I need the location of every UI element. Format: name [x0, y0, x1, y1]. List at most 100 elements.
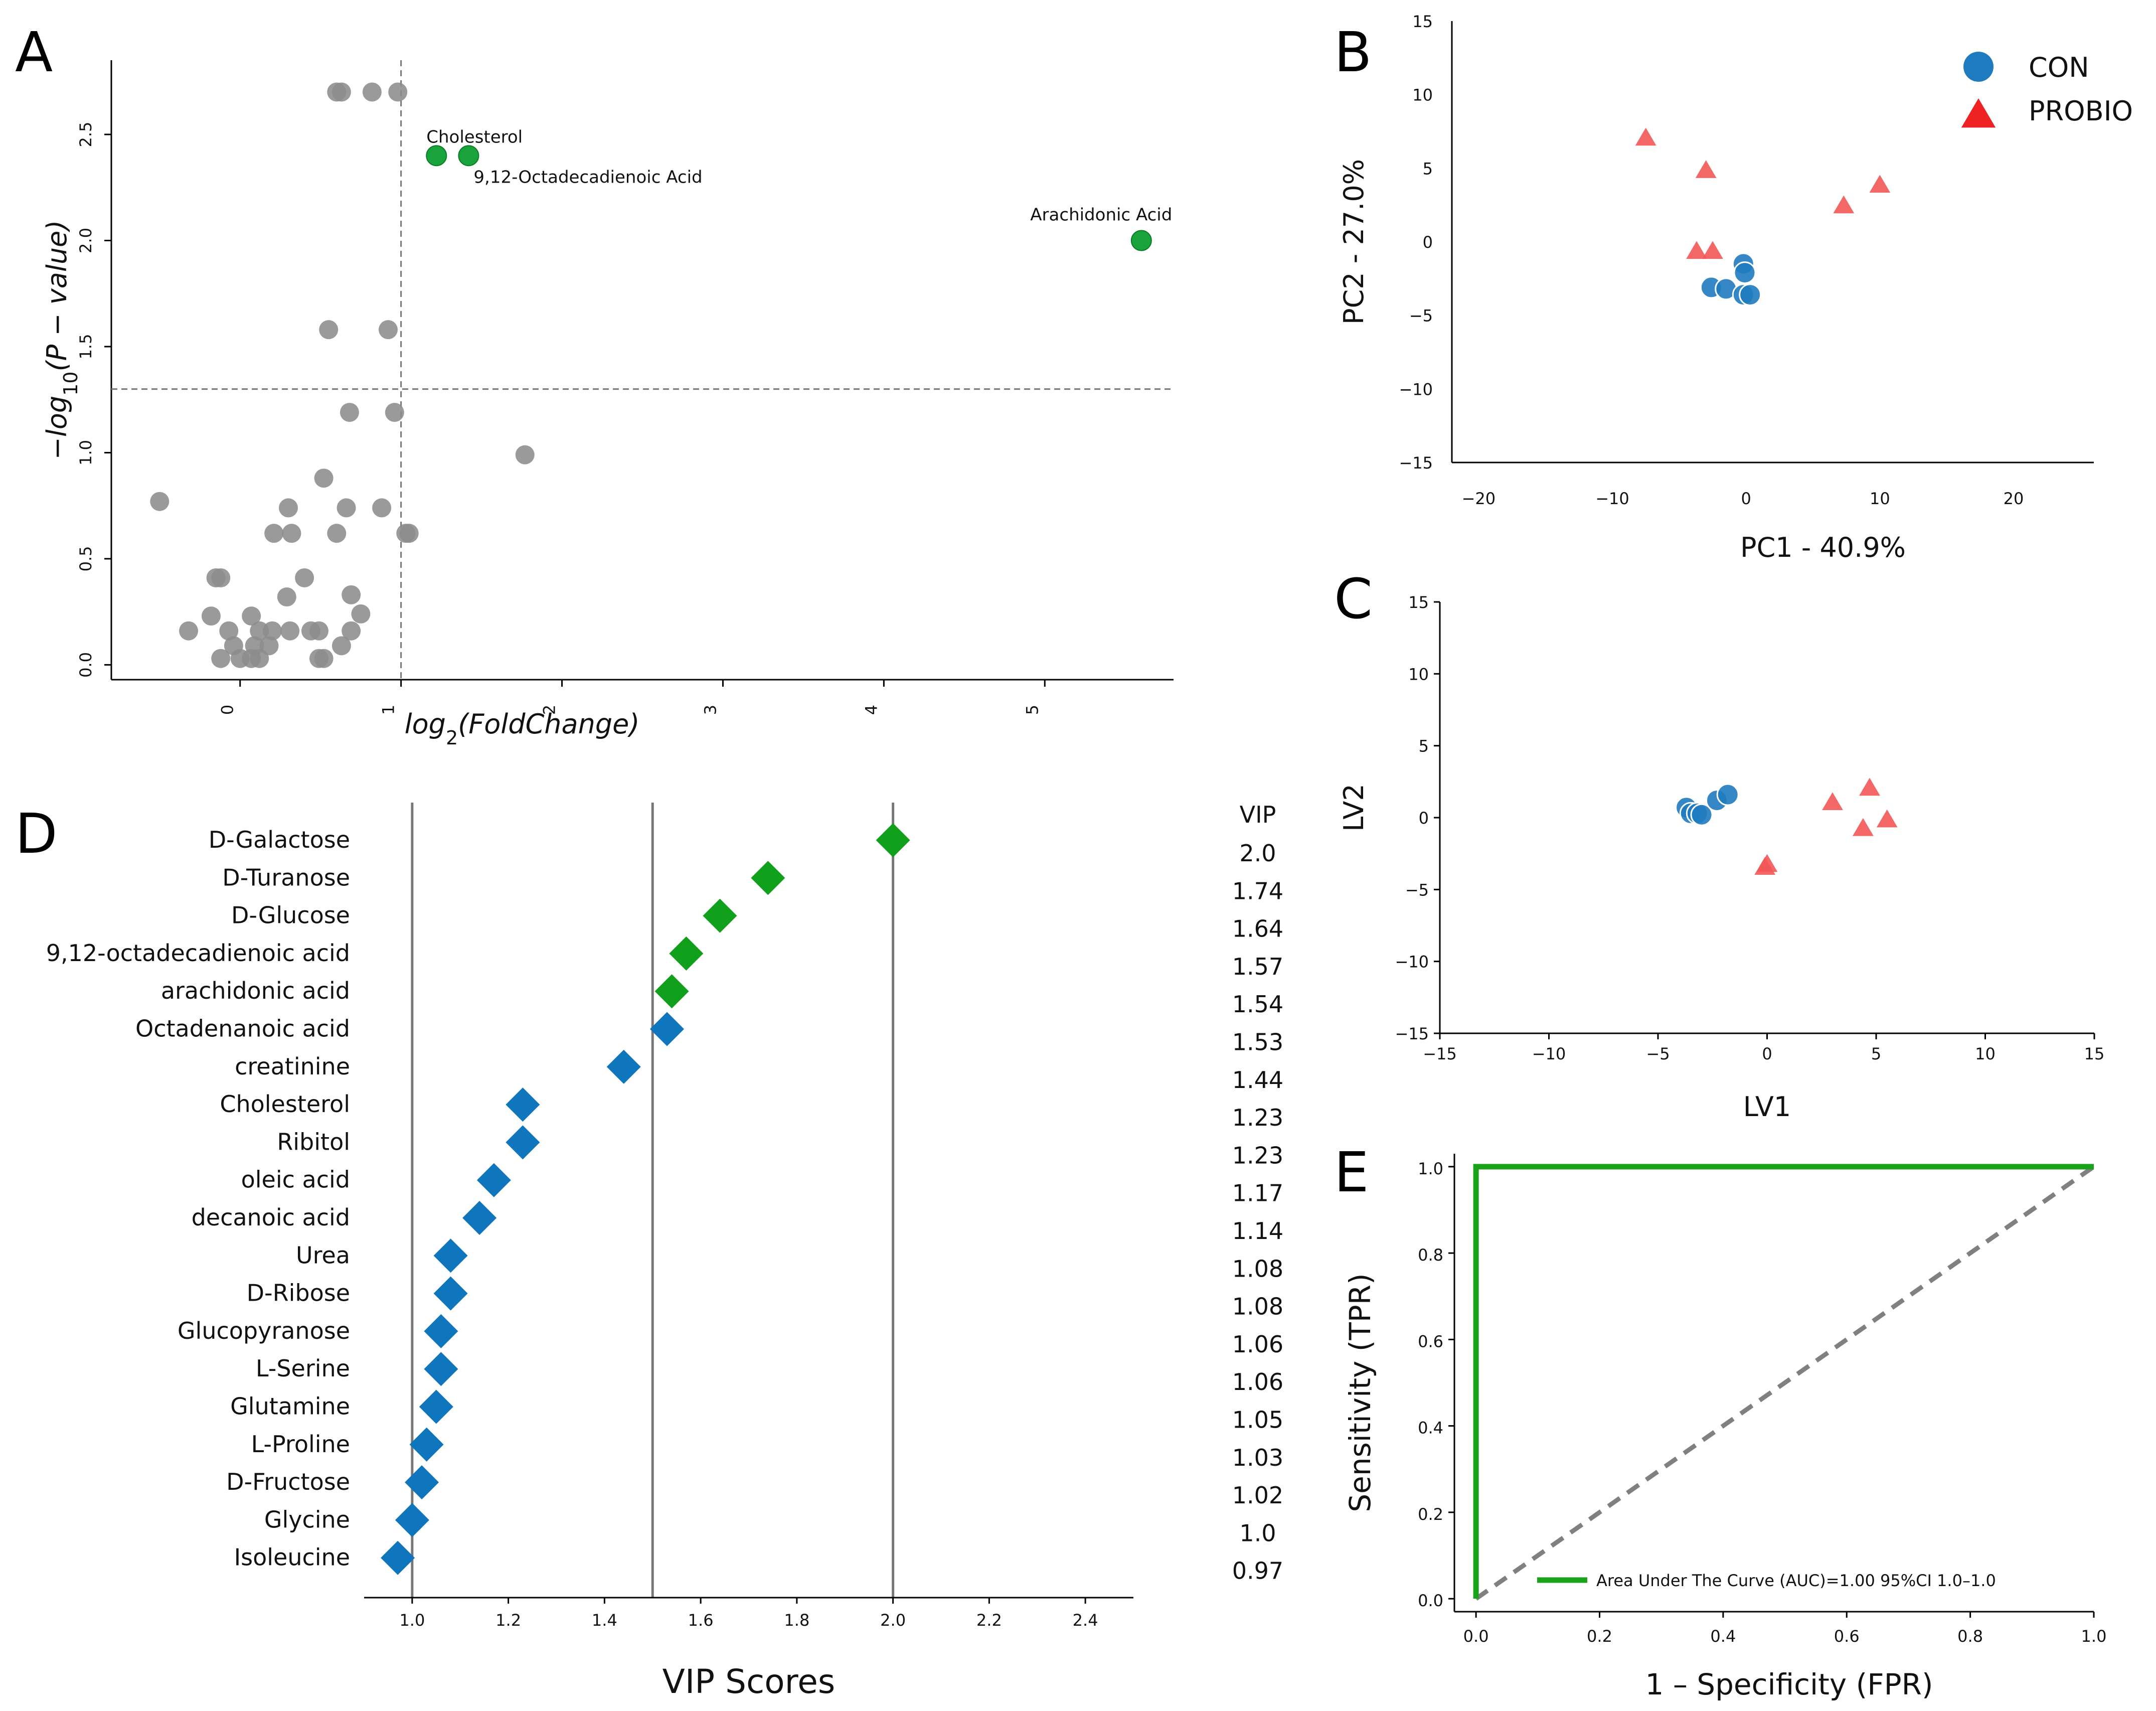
- vip-value-label: 1.57: [1232, 953, 1283, 980]
- metabolite-label: D-Fructose: [226, 1468, 350, 1495]
- probio-point: [1833, 195, 1855, 214]
- y-tick-label: 0.4: [1418, 1419, 1443, 1438]
- metabolite-label: Glutamine: [230, 1393, 350, 1420]
- x-tick-label: −20: [1462, 489, 1496, 508]
- x-tick-label: 2.4: [1073, 1611, 1098, 1630]
- vip-marker: [405, 1465, 439, 1500]
- probio-point: [1635, 127, 1656, 146]
- con-point: [1690, 803, 1713, 826]
- point-annotation: 9,12-Octadecadienoic Acid: [473, 167, 702, 187]
- vip-value-label: 0.97: [1232, 1558, 1283, 1585]
- vip-marker: [424, 1352, 458, 1386]
- x-tick-label: 2.2: [976, 1611, 1002, 1630]
- vip-value-label: 1.08: [1232, 1293, 1283, 1320]
- x-axis-label: VIP Scores: [662, 1662, 836, 1701]
- x-tick-label: 0: [1741, 489, 1751, 508]
- y-tick-label: −5: [1405, 880, 1429, 899]
- y-tick-label: 5: [1419, 737, 1429, 756]
- x-tick-label: −15: [1423, 1044, 1457, 1063]
- volcano-plot: 0 1 2 3 4 5 0.0 0.5 1.0 1.5 2.0 2.5 Cholesterol 9,12-…: [41, 60, 1174, 749]
- data-point: [314, 649, 334, 668]
- y-tick-label: −15: [1395, 1024, 1429, 1043]
- vip-score-plot: 1.0 1.2 1.4 1.6 1.8 2.0 2.2 2.4 D-Galactose 2.0 D-…: [46, 801, 1283, 1701]
- y-tick-label: 0: [1419, 809, 1429, 828]
- probio-point: [1869, 175, 1891, 193]
- significant-point: [426, 145, 447, 167]
- metabolite-label: L-Serine: [256, 1355, 350, 1382]
- metabolite-label: Glucopyranose: [178, 1317, 350, 1344]
- vip-column-header: VIP: [1240, 801, 1276, 828]
- y-tick-label: −10: [1395, 953, 1429, 972]
- data-point: [219, 621, 239, 641]
- probio-point: [1756, 854, 1778, 872]
- significant-point: [1130, 230, 1152, 251]
- data-point: [314, 469, 334, 488]
- data-point: [242, 606, 261, 626]
- data-point: [250, 649, 269, 668]
- point-annotation: Cholesterol: [426, 127, 523, 147]
- pca-plot: −20 −10 0 10 20 −15 −10 −5 0 5 10 15 PC1 - 40.9% PC2 …: [1338, 12, 2133, 563]
- data-point: [277, 587, 296, 607]
- y-tick-label: 1.5: [76, 334, 95, 360]
- metabolite-label: arachidonic acid: [161, 977, 350, 1004]
- vip-marker: [654, 974, 689, 1009]
- data-point: [279, 498, 298, 518]
- y-tick-label: 10: [1408, 665, 1429, 684]
- y-tick-label: −5: [1409, 306, 1433, 326]
- panel-letter-e: E: [1334, 1140, 1369, 1204]
- data-point: [327, 524, 347, 543]
- x-tick-label: 1.0: [399, 1611, 425, 1630]
- probio-point: [1853, 818, 1874, 836]
- data-point: [385, 403, 404, 422]
- data-point: [342, 621, 361, 641]
- x-tick-label: 0: [1762, 1044, 1772, 1063]
- vip-marker: [419, 1389, 453, 1424]
- x-tick-label: 3: [701, 705, 720, 715]
- vip-marker: [424, 1314, 458, 1348]
- x-tick-label: 0.4: [1710, 1627, 1736, 1646]
- metabolite-label: Octadenanoic acid: [135, 1015, 350, 1042]
- data-point: [399, 524, 419, 543]
- probio-point: [1822, 792, 1843, 810]
- x-axis-label: log2(FoldChange): [405, 708, 640, 749]
- vip-marker: [476, 1163, 511, 1197]
- panel-letter-b: B: [1334, 20, 1372, 84]
- data-point: [340, 403, 359, 422]
- x-tick-label: 2.0: [880, 1611, 906, 1630]
- x-tick-label: 1.4: [592, 1611, 617, 1630]
- data-point: [351, 604, 371, 624]
- vip-value-label: 1.06: [1232, 1331, 1283, 1358]
- data-point: [331, 82, 351, 102]
- vip-marker: [606, 1049, 641, 1084]
- vip-value-label: 1.06: [1232, 1368, 1283, 1395]
- data-point: [319, 320, 339, 340]
- y-tick-label: 0.2: [1418, 1505, 1443, 1524]
- con-point: [1716, 783, 1739, 806]
- x-tick-label: 10: [1870, 489, 1890, 508]
- vip-value-label: 2.0: [1239, 840, 1276, 867]
- vip-marker: [409, 1427, 444, 1462]
- data-point: [280, 621, 300, 641]
- x-tick-label: 0.6: [1834, 1627, 1860, 1646]
- legend-label: Area Under The Curve (AUC)=1.00 95%CI 1.…: [1596, 1571, 1996, 1590]
- vip-value-label: 1.53: [1232, 1029, 1283, 1056]
- metabolite-label: D-Ribose: [247, 1280, 350, 1307]
- vip-marker: [381, 1540, 415, 1575]
- y-tick-label: 2.0: [76, 228, 95, 253]
- vip-value-label: 1.44: [1232, 1066, 1283, 1094]
- vip-marker: [506, 1087, 540, 1122]
- vip-value-label: 1.08: [1232, 1255, 1283, 1282]
- vip-marker: [703, 898, 737, 933]
- metabolite-label: L-Proline: [251, 1431, 350, 1458]
- y-tick-label: 2.5: [76, 122, 95, 147]
- vip-value-label: 1.14: [1232, 1217, 1283, 1245]
- significant-point: [458, 145, 479, 167]
- x-tick-label: 1.0: [2081, 1627, 2107, 1646]
- legend-probio-marker: [1961, 98, 1996, 128]
- y-tick-label: 0: [1423, 233, 1433, 252]
- vip-value-label: 1.64: [1232, 915, 1283, 943]
- vip-marker: [650, 1012, 685, 1046]
- data-point: [150, 492, 170, 511]
- x-tick-label: 0.8: [1957, 1627, 1983, 1646]
- y-tick-label: 15: [1412, 12, 1433, 31]
